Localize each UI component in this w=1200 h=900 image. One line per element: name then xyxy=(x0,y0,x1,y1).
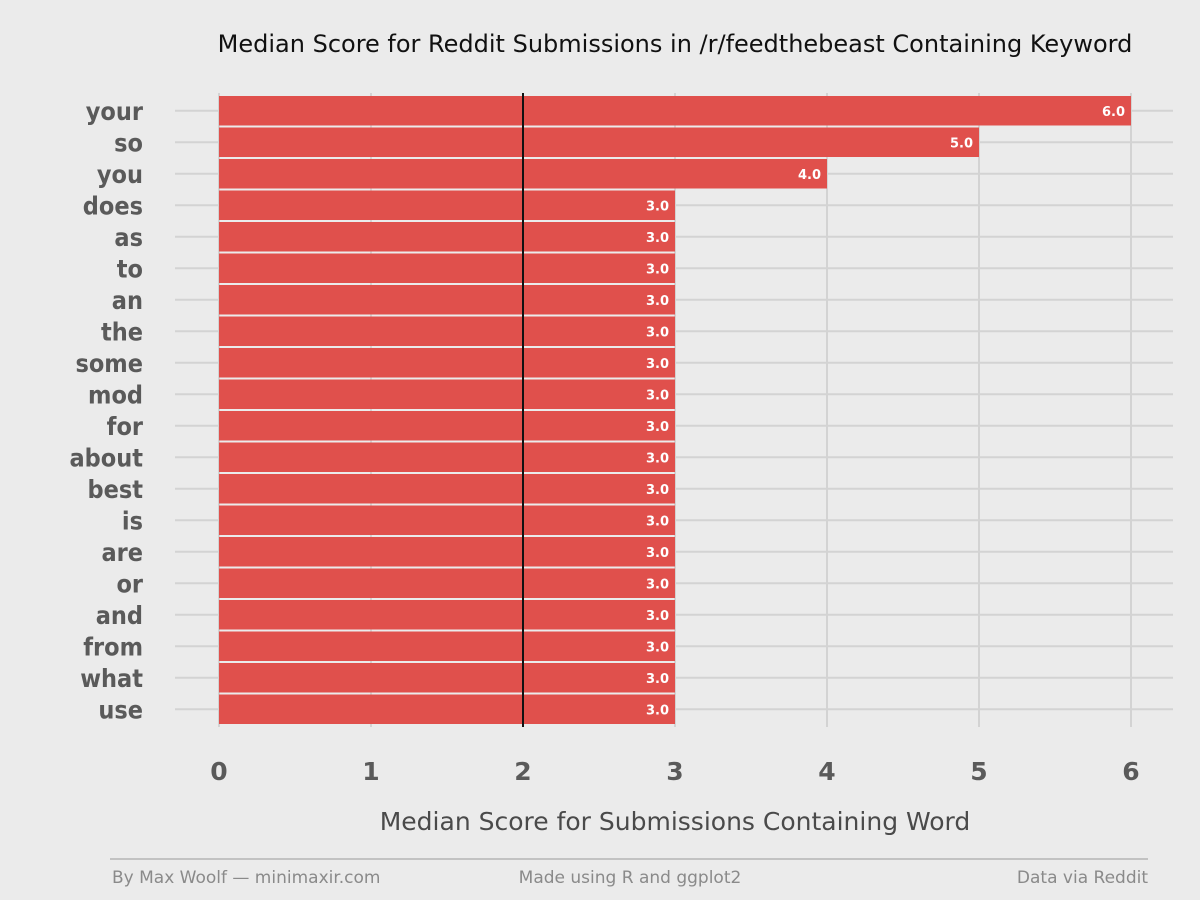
bar-does xyxy=(219,190,675,220)
category-label-from: from xyxy=(83,632,143,661)
bar-so xyxy=(219,127,979,157)
bar-to xyxy=(219,253,675,283)
value-label-you: 4.0 xyxy=(798,168,821,183)
bar-what xyxy=(219,663,675,693)
value-label-the: 3.0 xyxy=(646,325,669,340)
category-label-some: some xyxy=(75,349,143,378)
category-label-for: for xyxy=(107,412,144,441)
category-label-you: you xyxy=(97,160,143,189)
category-label-to: to xyxy=(117,254,143,283)
category-label-an: an xyxy=(112,286,143,315)
footer-tooling: Made using R and ggplot2 xyxy=(519,868,742,888)
category-label-what: what xyxy=(80,664,143,693)
value-label-layer: 6.0 5.0 4.0 3.0 3.0 3.0 3.0 3.0 3.0 3.0 3.0 3.0 3.0 3… xyxy=(646,105,1125,719)
value-label-so: 5.0 xyxy=(950,136,973,151)
value-label-your: 6.0 xyxy=(1102,105,1125,120)
x-axis-title: Median Score for Submissions Containing … xyxy=(380,807,971,836)
category-label-and: and xyxy=(96,601,143,630)
category-label-as: as xyxy=(114,223,143,252)
value-label-to: 3.0 xyxy=(646,262,669,277)
category-label-mod: mod xyxy=(88,380,143,409)
bar-mod xyxy=(219,379,675,409)
value-label-is: 3.0 xyxy=(646,514,669,529)
category-label-does: does xyxy=(83,191,143,220)
bar-is xyxy=(219,505,675,535)
value-label-mod: 3.0 xyxy=(646,388,669,403)
category-label-use: use xyxy=(98,695,143,724)
x-tick-label: 0 xyxy=(210,757,227,786)
x-tick-label: 4 xyxy=(818,757,835,786)
value-label-an: 3.0 xyxy=(646,294,669,309)
category-label-or: or xyxy=(116,569,143,598)
bar-about xyxy=(219,442,675,472)
bar-layer xyxy=(219,96,1131,724)
footer-source: Data via Reddit xyxy=(1017,868,1148,888)
category-label-are: are xyxy=(101,538,143,567)
value-label-and: 3.0 xyxy=(646,609,669,624)
bar-as xyxy=(219,222,675,252)
chart-title: Median Score for Reddit Submissions in /… xyxy=(218,30,1133,58)
category-label-is: is xyxy=(122,506,143,535)
bar-best xyxy=(219,474,675,504)
bar-and xyxy=(219,600,675,630)
bar-an xyxy=(219,285,675,315)
bar-for xyxy=(219,411,675,441)
value-label-use: 3.0 xyxy=(646,703,669,718)
value-label-or: 3.0 xyxy=(646,577,669,592)
x-tick-label: 6 xyxy=(1122,757,1139,786)
bar-use xyxy=(219,694,675,724)
x-tick-label: 1 xyxy=(362,757,379,786)
bar-some xyxy=(219,348,675,378)
value-label-as: 3.0 xyxy=(646,231,669,246)
footer-author: By Max Woolf — minimaxir.com xyxy=(112,868,381,888)
category-label-so: so xyxy=(114,128,143,157)
value-label-what: 3.0 xyxy=(646,672,669,687)
value-label-from: 3.0 xyxy=(646,640,669,655)
category-label-the: the xyxy=(101,317,143,346)
value-label-for: 3.0 xyxy=(646,420,669,435)
category-label-best: best xyxy=(87,475,143,504)
category-label-your: your xyxy=(86,97,144,126)
x-tick-label: 2 xyxy=(514,757,531,786)
bar-from xyxy=(219,631,675,661)
value-label-does: 3.0 xyxy=(646,199,669,214)
value-label-about: 3.0 xyxy=(646,451,669,466)
value-label-are: 3.0 xyxy=(646,546,669,561)
bar-are xyxy=(219,537,675,567)
category-label-about: about xyxy=(70,443,144,472)
x-tick-label: 5 xyxy=(970,757,987,786)
value-label-some: 3.0 xyxy=(646,357,669,372)
bar-or xyxy=(219,568,675,598)
x-tick-layer: 0 1 2 3 4 5 6 xyxy=(210,757,1139,786)
value-label-best: 3.0 xyxy=(646,483,669,498)
x-tick-label: 3 xyxy=(666,757,683,786)
bar-your xyxy=(219,96,1131,126)
bar-the xyxy=(219,316,675,346)
